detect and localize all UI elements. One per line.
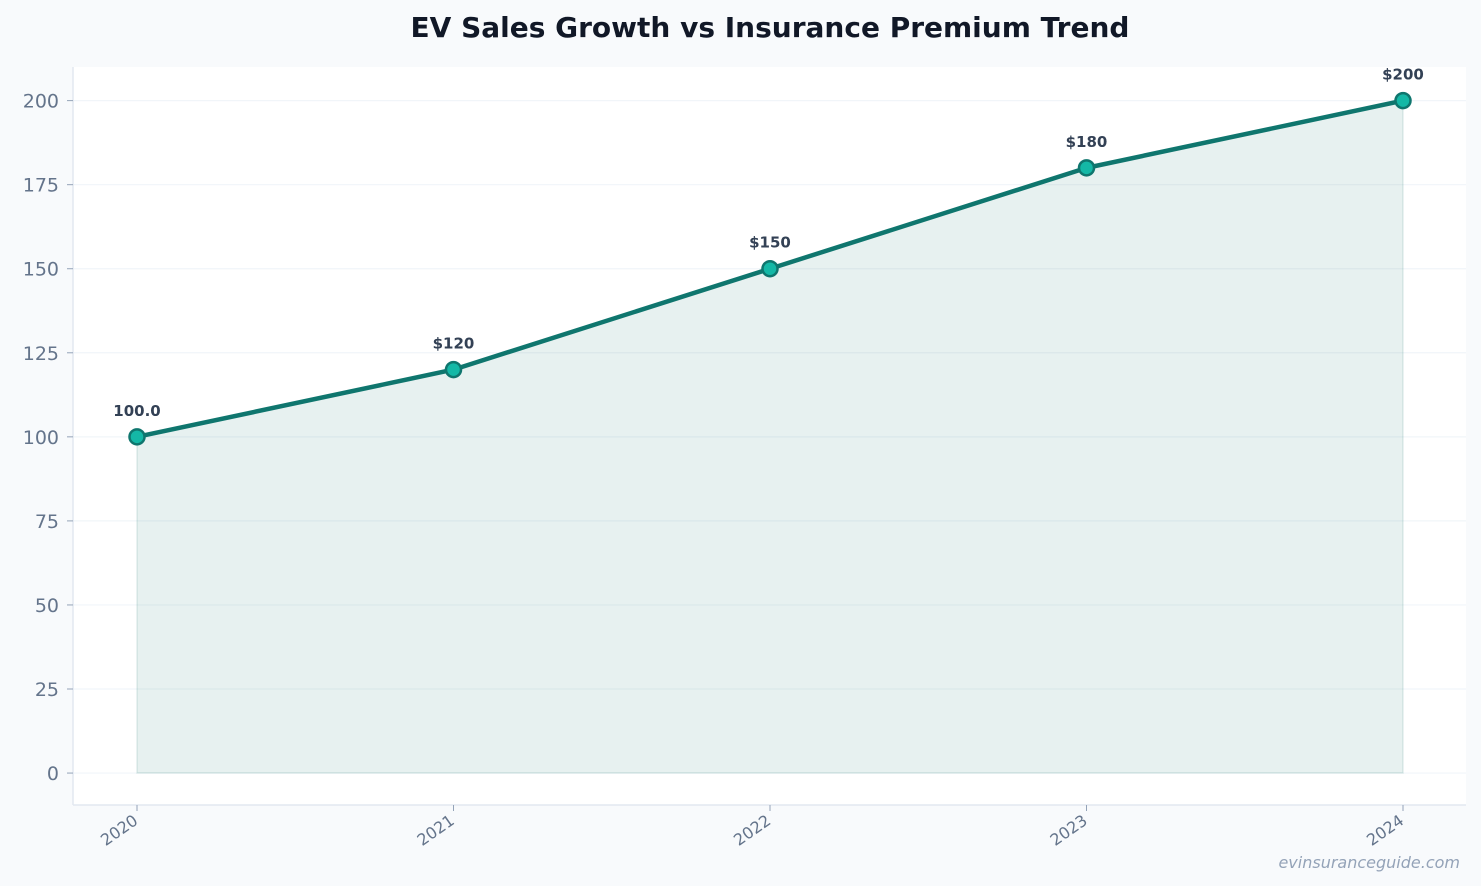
data-point <box>1077 159 1096 177</box>
y-tick-label: 125 <box>23 343 59 365</box>
x-axis-ticks: 2020 2021 2022 2023 2024 <box>97 805 1407 850</box>
data-label: $120 <box>433 335 475 353</box>
line-segment <box>767 165 1089 271</box>
gridlines <box>73 100 1466 774</box>
x-tick-label: 2023 <box>1047 811 1091 850</box>
data-label: 100.0 <box>113 402 160 420</box>
data-label: $180 <box>1066 133 1108 151</box>
y-tick-label: 25 <box>35 679 59 701</box>
y-tick-label: 0 <box>47 763 59 785</box>
plot-background <box>73 67 1466 805</box>
line-segment <box>134 367 456 440</box>
y-tick-label: 75 <box>35 511 59 533</box>
data-points <box>128 91 1412 446</box>
y-tick-label: 100 <box>23 427 59 449</box>
x-tick-label: 2024 <box>1363 811 1407 850</box>
data-label: $150 <box>749 234 791 252</box>
y-tick-label: 150 <box>23 259 59 281</box>
data-point <box>761 259 779 278</box>
x-tick-label: 2021 <box>414 811 458 850</box>
data-point <box>128 428 146 446</box>
data-point <box>444 360 463 379</box>
line-series <box>134 98 1406 440</box>
data-point <box>1394 91 1412 110</box>
y-tick-label: 175 <box>23 175 59 197</box>
data-label: $200 <box>1382 66 1424 84</box>
y-axis-ticks: 0 25 50 75 100 125 150 175 200 <box>23 91 73 785</box>
y-tick-label: 200 <box>23 91 59 113</box>
x-tick-label: 2022 <box>730 811 774 850</box>
x-tick-label: 2020 <box>97 811 141 850</box>
data-labels: 100.0 $120 $150 $180 $200 <box>113 66 1424 420</box>
line-segment <box>1084 98 1406 171</box>
chart-title: EV Sales Growth vs Insurance Premium Tre… <box>411 11 1130 44</box>
line-segment <box>451 266 773 372</box>
y-tick-label: 50 <box>35 595 59 617</box>
watermark-text: evinsuranceguide.com <box>1278 853 1460 872</box>
